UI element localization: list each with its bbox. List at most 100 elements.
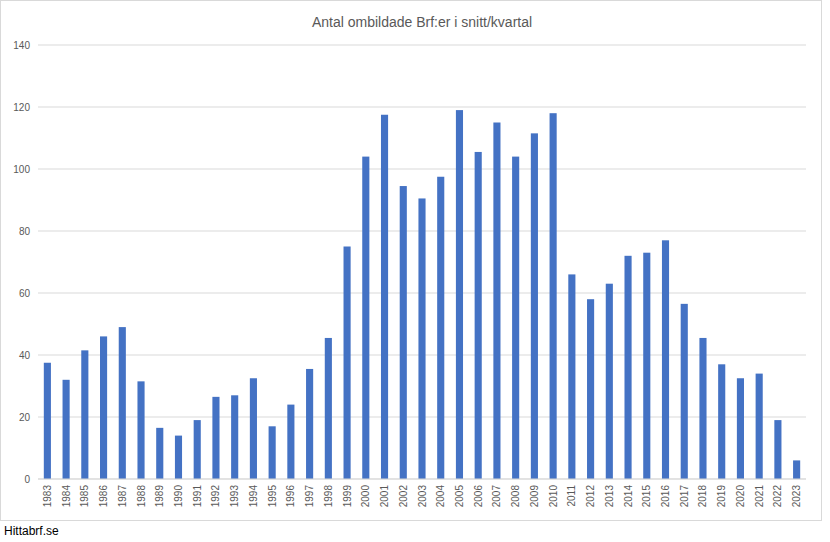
- bar: [624, 256, 631, 479]
- source: Hittabrf.se: [4, 524, 59, 538]
- bar: [119, 327, 126, 479]
- grid-line: [38, 169, 806, 170]
- x-tick-label: 2019: [716, 485, 727, 508]
- bar: [550, 113, 557, 479]
- bar: [475, 152, 482, 479]
- x-tick-label: 2003: [417, 485, 428, 508]
- x-tick-label: 1994: [248, 485, 259, 508]
- x-tick-label: 2000: [360, 485, 371, 508]
- bar: [175, 436, 182, 479]
- y-tick-label: 60: [19, 288, 31, 299]
- bar: [662, 240, 669, 479]
- x-tick-label: 1999: [342, 485, 353, 508]
- bar: [212, 397, 219, 479]
- bar: [231, 395, 238, 479]
- x-tick-label: 1992: [210, 485, 221, 508]
- x-tick-label: 2017: [679, 485, 690, 508]
- x-tick-label: 1983: [42, 485, 53, 508]
- x-tick-label: 2007: [491, 485, 502, 508]
- bar: [512, 157, 519, 479]
- y-tick-label: 40: [19, 350, 31, 361]
- bar: [400, 186, 407, 479]
- x-tick-label: 2022: [772, 485, 783, 508]
- x-tick-label: 2016: [660, 485, 671, 508]
- bar: [344, 247, 351, 480]
- x-tick-label: 2012: [585, 485, 596, 508]
- x-tick-label: 2004: [435, 485, 446, 508]
- y-tick-label: 140: [13, 40, 30, 51]
- x-tick-label: 2011: [566, 485, 577, 507]
- bar: [456, 110, 463, 479]
- grid-line: [38, 45, 806, 46]
- y-tick-label: 80: [19, 226, 31, 237]
- grid-line: [38, 107, 806, 108]
- bar: [737, 378, 744, 479]
- bar: [568, 274, 575, 479]
- x-tick-label: 1988: [136, 485, 147, 508]
- x-tick-label: 2013: [604, 485, 615, 508]
- y-tick-label: 0: [24, 474, 30, 485]
- x-tick-label: 1993: [229, 485, 240, 508]
- x-tick-label: 1986: [98, 485, 109, 508]
- x-tick-label: 2001: [379, 485, 390, 508]
- bar: [437, 177, 444, 479]
- x-tick-label: 2002: [398, 485, 409, 508]
- x-tick-label: 1997: [304, 485, 315, 508]
- bar: [718, 364, 725, 479]
- chart-frame: [1, 1, 822, 521]
- x-tick-label: 2018: [697, 485, 708, 508]
- x-tick-label: 1984: [61, 485, 72, 508]
- bar: [137, 381, 144, 479]
- x-tick-label: 2006: [473, 485, 484, 508]
- bar: [774, 420, 781, 479]
- x-tick-label: 1996: [285, 485, 296, 508]
- bar: [100, 336, 107, 479]
- x-axis: [38, 479, 806, 480]
- x-tick-label: 1998: [323, 485, 334, 508]
- y-tick-label: 100: [13, 164, 30, 175]
- x-tick-label: 1989: [154, 485, 165, 508]
- x-tick-label: 1985: [79, 485, 90, 508]
- bar: [44, 363, 51, 479]
- bar: [269, 426, 276, 479]
- y-tick-label: 20: [19, 412, 31, 423]
- bar: [194, 420, 201, 479]
- bar: [418, 198, 425, 479]
- bar: [587, 299, 594, 479]
- x-tick-label: 2008: [510, 485, 521, 508]
- bar: [250, 378, 257, 479]
- bar: [606, 284, 613, 479]
- x-tick-label: 2005: [454, 485, 465, 508]
- x-tick-label: 1990: [173, 485, 184, 508]
- bar: [531, 133, 538, 479]
- title: Antal ombildade Brf:er i snitt/kvartal: [312, 14, 532, 30]
- bar: [643, 253, 650, 479]
- bars: [44, 110, 800, 479]
- bar: [325, 338, 332, 479]
- chart: Antal ombildade Brf:er i snitt/kvartal 0 2…: [0, 0, 830, 542]
- bar: [287, 405, 294, 479]
- bar: [306, 369, 313, 479]
- y-tick-label: 120: [13, 102, 30, 113]
- x-tick-label: 1991: [192, 485, 203, 508]
- x-tick-label: 2021: [754, 485, 765, 508]
- bar: [362, 157, 369, 479]
- x-tick-label: 1987: [117, 485, 128, 508]
- bar: [756, 374, 763, 479]
- x-tick-label: 2014: [623, 485, 634, 508]
- bar: [681, 304, 688, 479]
- x-tick-label: 2023: [791, 485, 802, 508]
- bar: [81, 350, 88, 479]
- bar: [793, 460, 800, 479]
- x-tick-label: 1995: [267, 485, 278, 508]
- x-tick-label: 2010: [548, 485, 559, 508]
- x-tick-label: 2009: [529, 485, 540, 508]
- bar: [699, 338, 706, 479]
- bar: [156, 428, 163, 479]
- bar: [63, 380, 70, 479]
- bar: [381, 115, 388, 479]
- bar: [493, 123, 500, 480]
- x-tick-label: 2015: [641, 485, 652, 508]
- x-tick-label: 2020: [735, 485, 746, 508]
- grid-line: [38, 479, 806, 480]
